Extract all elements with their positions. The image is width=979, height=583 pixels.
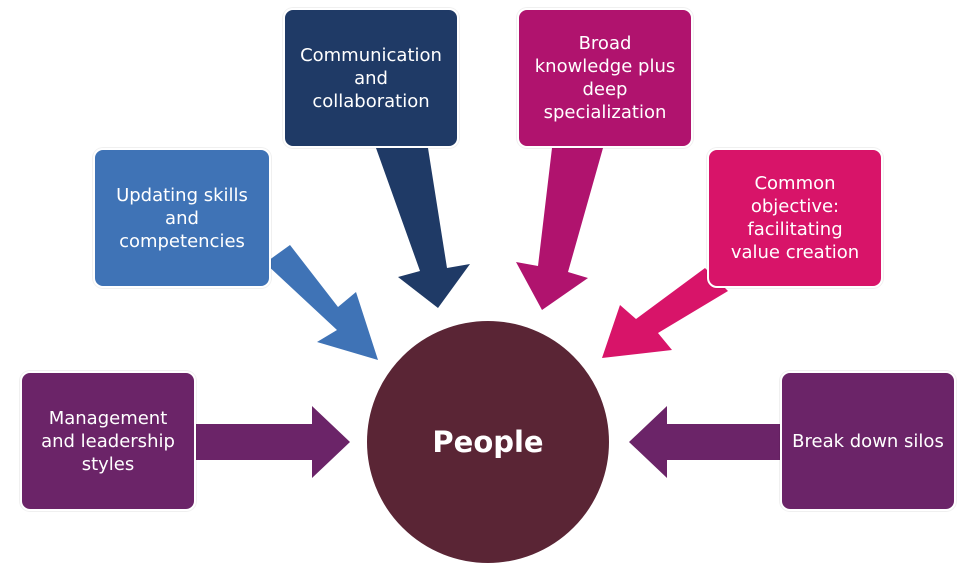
node-communication: Communication and collaboration [283,8,459,148]
node-management: Management and leadership styles [20,371,196,511]
node-broad-line: knowledge plus [534,56,676,77]
node-management-line: and leadership [41,430,175,452]
node-broad-line: Broad [578,33,632,54]
node-silos-line: Break down silos [792,430,944,452]
node-broad-line: deep [582,79,628,100]
node-silos: Break down silos [780,371,956,511]
arrow-common [602,268,728,358]
node-common-line: value creation [730,242,860,263]
node-communication-line: and [354,67,388,89]
node-management-line: Management [48,407,168,429]
node-updating-line: and [165,207,199,229]
node-common-line: objective: [750,196,840,217]
node-common: Common objective: facilitating value cre… [707,148,883,288]
center-label: People [432,425,544,459]
node-communication-line: collaboration [312,90,430,112]
node-broad: Broad knowledge plus deep specialization [517,8,693,148]
arrow-silos [629,406,782,478]
node-updating-line: competencies [119,230,245,252]
node-common-line: facilitating [747,219,843,240]
node-communication-line: Communication [300,44,442,66]
arrow-management [196,406,350,478]
center-circle: People [364,318,612,566]
arrow-updating [265,245,378,360]
node-common-line: Common [754,173,836,194]
arrow-broad [516,148,603,310]
node-broad-line: specialization [543,102,667,123]
arrow-communication [376,148,470,308]
node-management-line: styles [81,453,135,475]
node-updating-line: Updating skills [116,184,248,206]
node-updating: Updating skills and competencies [93,148,271,288]
